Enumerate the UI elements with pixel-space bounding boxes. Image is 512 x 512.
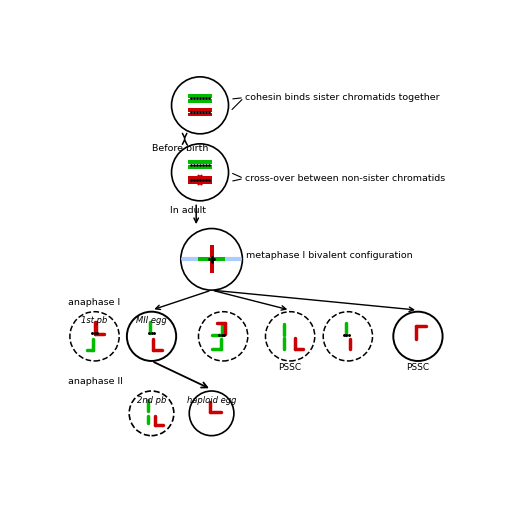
Bar	[188, 94, 211, 98]
Bar	[209, 245, 214, 257]
Bar	[203, 180, 211, 184]
Text: metaphase I bivalent configuration: metaphase I bivalent configuration	[246, 251, 413, 260]
Bar	[214, 258, 225, 261]
Bar	[202, 258, 214, 261]
Bar	[188, 99, 211, 102]
Text: PSSC: PSSC	[407, 364, 430, 372]
Bar	[188, 165, 211, 169]
Bar	[209, 262, 214, 273]
Text: In adult: In adult	[170, 205, 206, 215]
Text: PSSC: PSSC	[279, 364, 302, 372]
Text: MII egg: MII egg	[136, 316, 167, 325]
Bar	[198, 258, 209, 261]
Text: 1st pb: 1st pb	[81, 316, 108, 325]
Bar	[209, 258, 221, 261]
Bar	[188, 180, 197, 184]
Bar	[188, 108, 211, 112]
Bar	[188, 113, 211, 117]
Text: anaphase II: anaphase II	[68, 377, 122, 386]
Text: cohesin binds sister chromatids together: cohesin binds sister chromatids together	[245, 93, 440, 102]
Text: anaphase I: anaphase I	[68, 298, 120, 307]
Text: haploid egg: haploid egg	[187, 396, 237, 404]
Bar	[203, 176, 211, 180]
Bar	[188, 176, 197, 180]
Text: 2nd pb: 2nd pb	[137, 396, 166, 404]
Bar	[209, 257, 214, 269]
Text: Before birth: Before birth	[152, 143, 208, 153]
Bar	[209, 250, 214, 262]
Bar	[188, 160, 211, 164]
Text: cross-over between non-sister chromatids: cross-over between non-sister chromatids	[245, 174, 446, 183]
